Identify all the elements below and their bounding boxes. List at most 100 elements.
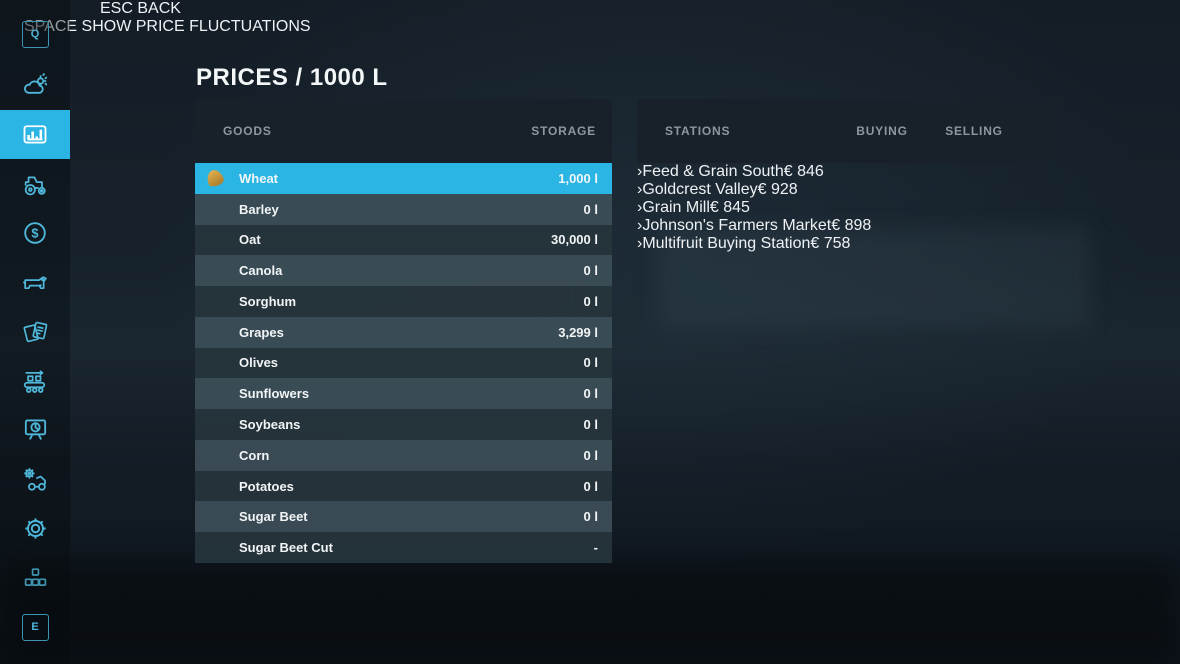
goods-storage-value: 0 l [583, 417, 598, 432]
goods-row[interactable]: Sugar Beet 0 l [195, 501, 612, 533]
goods-name: Corn [239, 447, 270, 463]
mods-icon [24, 567, 46, 586]
goods-storage-value: 0 l [583, 293, 598, 309]
canola-icon [207, 263, 223, 279]
goods-name: Potatoes [239, 478, 294, 494]
goods-row[interactable]: Grapes 3,299 l [195, 316, 612, 348]
gear-icon [24, 517, 46, 539]
goto-station-icon: › [637, 163, 643, 180]
prev-menu-key-hint: Q [0, 10, 70, 58]
buying-price: € 845 [709, 199, 750, 216]
esc-key-icon: ESC [100, 0, 133, 17]
goods-row[interactable]: Potatoes 0 l [195, 470, 612, 502]
goods-row[interactable]: Corn 0 l [195, 439, 612, 471]
sugar-beet-cut-icon [207, 540, 223, 556]
goods-name: Grapes [239, 324, 284, 340]
sidebar-item-mods[interactable] [0, 553, 70, 601]
tractor-icon [24, 176, 46, 196]
goods-row[interactable]: Wheat 1,000 l [195, 163, 612, 194]
stations-panel: STATIONS BUYING SELLING ›Feed & Grain So… [637, 99, 1055, 253]
corn-icon [207, 447, 223, 463]
goods-row[interactable]: Olives 0 l [195, 347, 612, 379]
sidebar-item-prices[interactable] [0, 110, 70, 159]
goods-row[interactable]: Sugar Beet Cut - [195, 532, 612, 563]
goods-storage-value: 0 l [583, 201, 598, 217]
station-name: Feed & Grain South [642, 163, 784, 180]
show-price-fluctuations-button[interactable]: SPACE SHOW PRICE FLUCTUATIONS [24, 18, 1180, 36]
back-label: BACK [137, 0, 181, 17]
stations-rows: ›Feed & Grain South€ 846 ›Goldcrest Valle… [637, 163, 1055, 253]
background-scene-ground [0, 560, 1180, 664]
goods-storage-value: 0 l [583, 355, 598, 371]
station-row[interactable]: ›Feed & Grain South€ 846 [637, 163, 1055, 181]
statistics-board-icon [24, 419, 46, 440]
goods-storage-value: - [593, 540, 598, 556]
soybeans-icon [207, 417, 223, 433]
prices-chart-icon [23, 124, 47, 144]
goods-name: Wheat [239, 170, 278, 186]
goods-name: Oat [239, 232, 261, 248]
goods-panel: GOODS STORAGE Wheat 1,000 l Barley 0 l Oat 30… [195, 99, 612, 563]
sidebar-item-statistics[interactable] [0, 405, 70, 453]
goods-header: GOODS STORAGE [195, 99, 612, 163]
sidebar-item-production[interactable] [0, 357, 70, 405]
next-menu-key-hint: E [0, 603, 70, 651]
sidebar-item-settings[interactable] [0, 504, 70, 552]
goods-row[interactable]: Oat 30,000 l [195, 224, 612, 256]
page-title: PRICES / 1000 L [196, 64, 388, 91]
station-row[interactable]: ›Multifruit Buying Station€ 758 [637, 235, 1055, 253]
buying-price: € 898 [831, 217, 872, 234]
goods-storage-value: 3,299 l [558, 324, 598, 340]
buying-price: € 846 [783, 163, 824, 180]
show-price-fluctuations-label: SHOW PRICE FLUCTUATIONS [81, 18, 311, 35]
goods-row[interactable]: Sorghum 0 l [195, 286, 612, 317]
grapes-icon [207, 324, 223, 340]
buying-price: € 928 [757, 181, 798, 198]
goods-name: Sugar Beet [239, 509, 308, 525]
sorghum-icon [205, 291, 225, 311]
goods-row[interactable]: Sunflowers 0 l [195, 378, 612, 410]
goods-name: Canola [239, 263, 283, 279]
storage-column-header: STORAGE [531, 124, 596, 138]
station-name: Johnson's Farmers Market [642, 217, 832, 234]
goto-station-icon: › [637, 199, 643, 216]
back-button[interactable]: ESC BACK [100, 0, 1180, 18]
sidebar-item-weather[interactable] [0, 61, 70, 109]
goods-name: Barley [239, 201, 279, 217]
station-row[interactable]: ›Goldcrest Valley€ 928 [637, 181, 1055, 199]
sidebar-item-animals[interactable] [0, 259, 70, 307]
goods-storage-value: 0 l [583, 447, 598, 463]
sidebar-item-contracts[interactable] [0, 308, 70, 356]
goods-row[interactable]: Canola 0 l [195, 255, 612, 287]
dollar-icon: $ [24, 222, 46, 244]
station-name: Goldcrest Valley [642, 181, 758, 198]
goto-station-icon: › [637, 235, 643, 252]
production-chain-icon [23, 370, 46, 393]
goods-storage-value: 0 l [583, 386, 598, 402]
goto-station-icon: › [637, 181, 643, 198]
buying-column-header: BUYING [856, 124, 908, 138]
selling-price: € 758 [810, 235, 851, 252]
sidebar-item-vehicles[interactable] [0, 161, 70, 209]
stations-column-header: STATIONS [665, 124, 731, 138]
goods-name: Sunflowers [239, 386, 310, 402]
goods-storage-value: 30,000 l [551, 232, 598, 248]
goods-row[interactable]: Soybeans 0 l [195, 409, 612, 440]
cow-icon [22, 276, 47, 290]
e-key-icon: E [21, 613, 49, 641]
goods-storage-value: 0 l [583, 478, 598, 494]
goods-name: Sorghum [239, 293, 297, 309]
station-row[interactable]: ›Grain Mill€ 845 [637, 199, 1055, 217]
contracts-icon [23, 321, 47, 342]
wheat-icon [204, 168, 226, 189]
goods-row[interactable]: Barley 0 l [195, 193, 612, 225]
station-name: Multifruit Buying Station [642, 235, 811, 252]
station-row[interactable]: ›Johnson's Farmers Market€ 898 [637, 217, 1055, 235]
sidebar-item-finances[interactable]: $ [0, 209, 70, 257]
space-key-icon: SPACE [24, 18, 78, 35]
maintenance-icon [24, 468, 46, 491]
sidebar-item-maintenance[interactable] [0, 455, 70, 503]
sunflowers-icon [207, 386, 223, 402]
goto-station-icon: › [637, 217, 643, 234]
sugar-beet-icon [207, 509, 223, 525]
